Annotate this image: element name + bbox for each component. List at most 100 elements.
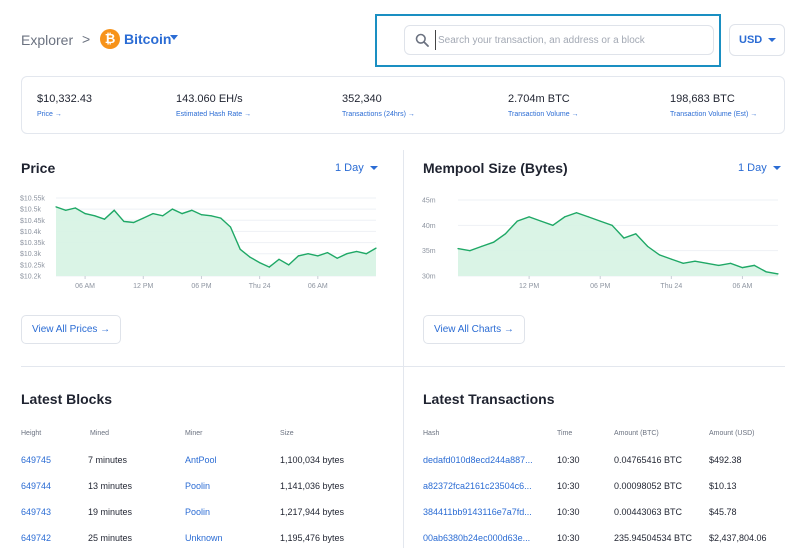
transaction-amount-btc: 0.00098052 BTC: [614, 481, 683, 491]
data-point: [55, 206, 57, 208]
column-divider: [403, 150, 404, 548]
y-tick-label: $10.4k: [20, 229, 42, 236]
y-tick-label: $10.45k: [20, 218, 45, 225]
header: Explorer > ₿ Bitcoin USD: [0, 0, 800, 76]
x-tick-label: Thu 24: [660, 283, 682, 290]
stat-link[interactable]: Estimated Hash Rate →: [176, 111, 252, 118]
y-tick-label: 40m: [422, 223, 436, 230]
chevron-down-icon: [369, 166, 378, 171]
stat-value: 198,683 BTC: [670, 93, 735, 105]
data-point: [730, 262, 732, 264]
column-header: Time: [557, 430, 573, 437]
transaction-amount-usd: $2,437,804.06: [709, 533, 767, 543]
block-height-link[interactable]: 649743: [21, 507, 52, 517]
stat-link[interactable]: Transactions (24hrs) →: [342, 111, 415, 118]
stat-transaction-volume-est: 198,683 BTC Transaction Volume (Est) →: [670, 93, 757, 118]
data-point: [552, 224, 554, 226]
mempool-chart: 45m 40m 35m 30m 12 PM 06 PM Thu 24 06 AM: [422, 198, 779, 290]
y-tick-label: 45m: [422, 198, 436, 205]
block-size: 1,195,476 bytes: [280, 533, 345, 543]
x-tick-label: 06 PM: [191, 283, 211, 290]
chevron-down-icon: [772, 166, 781, 171]
mempool-panel-title: Mempool Size (Bytes): [423, 160, 568, 176]
stat-link[interactable]: Price →: [37, 111, 62, 118]
data-point: [123, 220, 125, 222]
data-point: [307, 253, 309, 255]
data-point: [528, 216, 530, 218]
block-miner-link[interactable]: Poolin: [185, 507, 211, 517]
data-point: [365, 253, 367, 255]
block-size: 1,100,034 bytes: [280, 455, 345, 465]
data-point: [599, 220, 601, 222]
stat-value: 352,340: [342, 93, 382, 105]
series-area: [458, 212, 778, 276]
chevron-down-icon[interactable]: [170, 35, 178, 40]
stat-value: 143.060 EH/s: [176, 93, 243, 105]
column-header: Miner: [185, 430, 203, 437]
block-size: 1,217,944 bytes: [280, 507, 345, 517]
column-header: Amount (USD): [709, 430, 755, 437]
stat-link[interactable]: Transaction Volume (Est) →: [670, 111, 758, 118]
block-height-link[interactable]: 649744: [21, 481, 52, 491]
data-point: [540, 220, 542, 222]
data-point: [694, 260, 696, 262]
latest-transactions-title: Latest Transactions: [423, 391, 555, 407]
transaction-amount-btc: 0.00443063 BTC: [614, 507, 683, 517]
view-all-prices-button[interactable]: View All Prices →: [21, 315, 122, 344]
block-mined: 25 minutes: [88, 533, 133, 543]
data-point: [142, 217, 144, 219]
stat-price: $10,332.43 Price →: [37, 93, 92, 118]
range-label: 1 Day: [738, 162, 767, 174]
search-icon: [415, 33, 429, 47]
blocks-table: Height Mined Miner Size 649745 7 minutes…: [21, 430, 391, 548]
data-point: [611, 224, 613, 226]
transaction-hash-link[interactable]: dedafd010d8ecd244a887...: [423, 455, 533, 465]
data-point: [493, 241, 495, 243]
block-height-link[interactable]: 649745: [21, 455, 52, 465]
transaction-hash-link[interactable]: a82372fca2161c23504c6...: [423, 481, 532, 491]
currency-selector[interactable]: USD: [729, 24, 785, 56]
x-tick-label: 12 PM: [519, 283, 539, 290]
stat-link[interactable]: Transaction Volume →: [508, 111, 579, 118]
data-point: [152, 213, 154, 215]
stat-hash-rate: 143.060 EH/s Estimated Hash Rate →: [176, 93, 251, 118]
data-point: [682, 262, 684, 264]
breadcrumb-explorer[interactable]: Explorer: [21, 32, 74, 48]
data-point: [259, 262, 261, 264]
data-point: [171, 208, 173, 210]
transaction-time: 10:30: [557, 455, 580, 465]
transaction-amount-btc: 0.04765416 BTC: [614, 455, 683, 465]
data-point: [133, 221, 135, 224]
transaction-hash-link[interactable]: 00ab6380b24ec000d63e...: [423, 533, 531, 543]
view-all-charts-button[interactable]: View All Charts →: [423, 315, 525, 344]
column-header: Height: [21, 430, 42, 437]
x-tick-label: 06 AM: [733, 283, 753, 290]
data-point: [162, 215, 164, 217]
price-range-selector[interactable]: 1 Day: [335, 162, 378, 174]
data-point: [587, 216, 589, 218]
section-divider: [21, 366, 785, 367]
data-point: [481, 245, 483, 247]
y-tick-label: $10.55k: [20, 196, 45, 203]
data-point: [103, 218, 106, 220]
data-point: [516, 220, 518, 222]
block-miner-link[interactable]: AntPool: [185, 455, 217, 465]
block-miner-link[interactable]: Poolin: [185, 481, 211, 491]
block-height-link[interactable]: 649742: [21, 533, 52, 543]
chevron-down-icon: [768, 38, 777, 43]
series-line: [457, 211, 779, 275]
data-point: [200, 214, 203, 216]
x-tick-label: 12 PM: [133, 283, 153, 290]
data-point: [268, 266, 270, 268]
data-point: [288, 264, 290, 266]
search-input[interactable]: [435, 30, 707, 50]
mempool-range-selector[interactable]: 1 Day: [738, 162, 781, 174]
coin-selector[interactable]: Bitcoin: [124, 31, 172, 47]
y-tick-label: $10.35k: [20, 240, 45, 247]
stats-bar: $10,332.43 Price → 143.060 EH/s Estimate…: [21, 76, 785, 134]
data-point: [249, 256, 251, 258]
transaction-hash-link[interactable]: 384411bb9143116e7a7fd...: [423, 507, 532, 517]
column-header: Hash: [423, 430, 440, 437]
block-miner-link[interactable]: Unknown: [185, 533, 223, 543]
search-box[interactable]: [404, 25, 714, 55]
